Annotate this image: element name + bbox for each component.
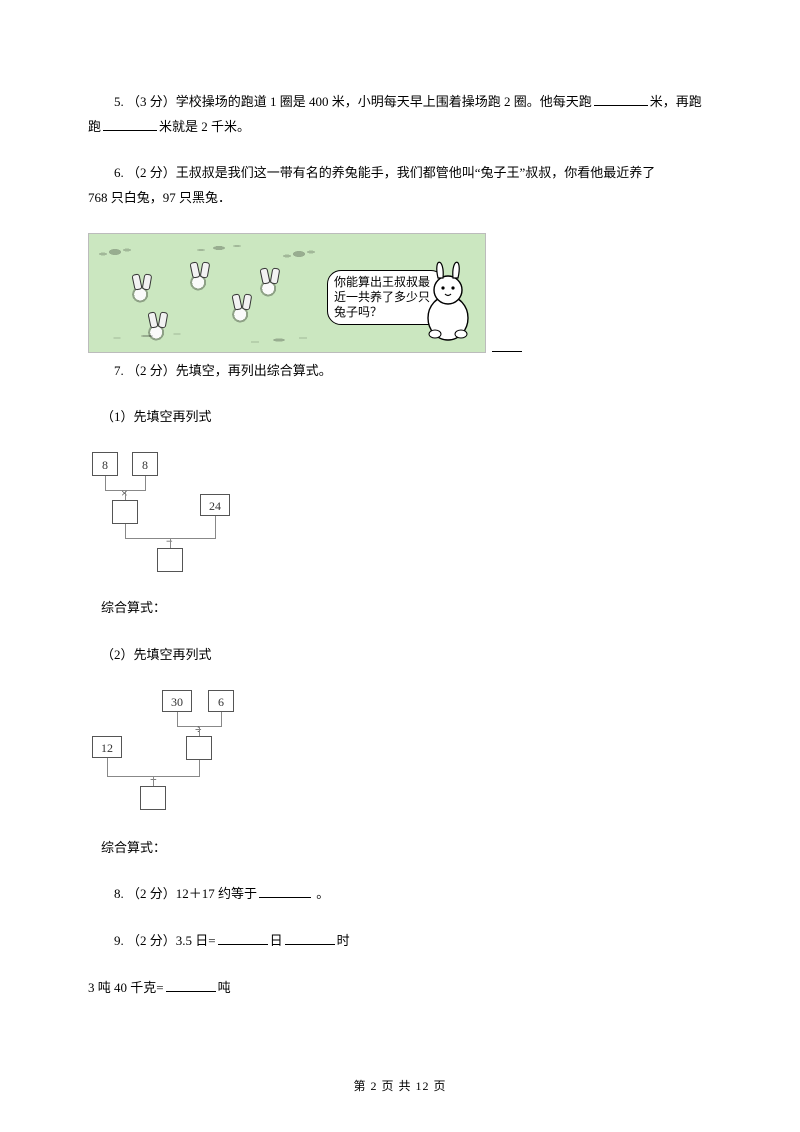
q8-prefix: 8. （2 分）12＋17 约等于 [114,886,257,901]
rabbit-illustration: 你能算出王叔叔最近一共养了多少只兔子吗？ [88,233,508,353]
q9-suffix: 时 [337,933,350,948]
small-rabbit-icon [229,304,257,330]
q7-combined-1-text: 综合算式： [101,600,166,615]
q6-text-1: 6. （2 分）王叔叔是我们这一带有名的养兔能手，我们都管他叫“兔子王”叔叔，你… [114,165,655,180]
q8-suffix: 。 [313,886,329,901]
question-5-line2: 跑米就是 2 千米。 [88,115,712,140]
d1-result2[interactable] [157,548,183,572]
q9-blank-1[interactable] [218,931,268,945]
question-9: 9. （2 分）3.5 日= 日 时 [88,929,712,954]
diagram-1: 8 8 × 24 − [88,452,278,580]
q7-combined-1: 综合算式： [88,596,712,621]
q5-blank-2[interactable] [103,117,157,131]
question-6-line2: 768 只白兔，97 只黑兔． [88,186,712,211]
q7-combined-2-text: 综合算式： [101,840,166,855]
illustration-bg: 你能算出王叔叔最近一共养了多少只兔子吗？ [88,233,486,353]
q9-l2b: 吨 [218,980,231,995]
q6-text-2: 768 只白兔，97 只黑兔． [88,190,231,205]
q7-combined-2: 综合算式： [88,836,712,861]
q7-sub2-text: （2）先填空再列式 [101,647,212,662]
small-rabbit-icon [187,272,215,298]
d1-box-b: 8 [132,452,158,476]
d2-result1[interactable] [186,736,212,760]
d1-box-a: 8 [92,452,118,476]
q5-text-c: 米就是 2 千米。 [159,119,250,134]
question-8: 8. （2 分）12＋17 约等于 。 [88,882,712,907]
q9-mid: 日 [270,933,283,948]
small-rabbit-icon [129,284,157,310]
big-rabbit-icon [415,260,481,346]
page-footer: 第 2 页 共 12 页 [0,1075,800,1098]
q7-sub1: （1）先填空再列式 [88,405,712,430]
diagram-2: 30 6 ÷ 12 + [88,690,288,820]
trailing-line [492,351,522,352]
d2-box-b: 6 [208,690,234,712]
q5-text-b: 米，再跑 [650,94,702,109]
d1-box-c: 24 [200,494,230,516]
q7-sub2: （2）先填空再列式 [88,643,712,668]
question-5: 5. （3 分）学校操场的跑道 1 圈是 400 米，小明每天早上围着操场跑 2… [88,90,712,115]
q5-text-a: 5. （3 分）学校操场的跑道 1 圈是 400 米，小明每天早上围着操场跑 2… [114,94,592,109]
q9-l2a: 3 吨 40 千克= [88,980,164,995]
q5-blank-1[interactable] [594,92,648,106]
d2-result2[interactable] [140,786,166,810]
q8-blank[interactable] [259,884,311,898]
q7-title-text: 7. （2 分）先填空，再列出综合算式。 [114,363,332,378]
q9-blank-2[interactable] [285,931,335,945]
d2-box-c: 12 [92,736,122,758]
question-7-title: 7. （2 分）先填空，再列出综合算式。 [88,359,712,384]
footer-text: 第 2 页 共 12 页 [353,1079,446,1093]
small-rabbit-icon [257,278,285,304]
question-6-line1: 6. （2 分）王叔叔是我们这一带有名的养兔能手，我们都管他叫“兔子王”叔叔，你… [88,161,712,186]
question-9-line2: 3 吨 40 千克= 吨 [88,976,712,1001]
d2-box-a: 30 [162,690,192,712]
q7-sub1-text: （1）先填空再列式 [101,409,212,424]
q9-blank-3[interactable] [166,978,216,992]
d1-result1[interactable] [112,500,138,524]
q9-prefix: 9. （2 分）3.5 日= [114,933,216,948]
